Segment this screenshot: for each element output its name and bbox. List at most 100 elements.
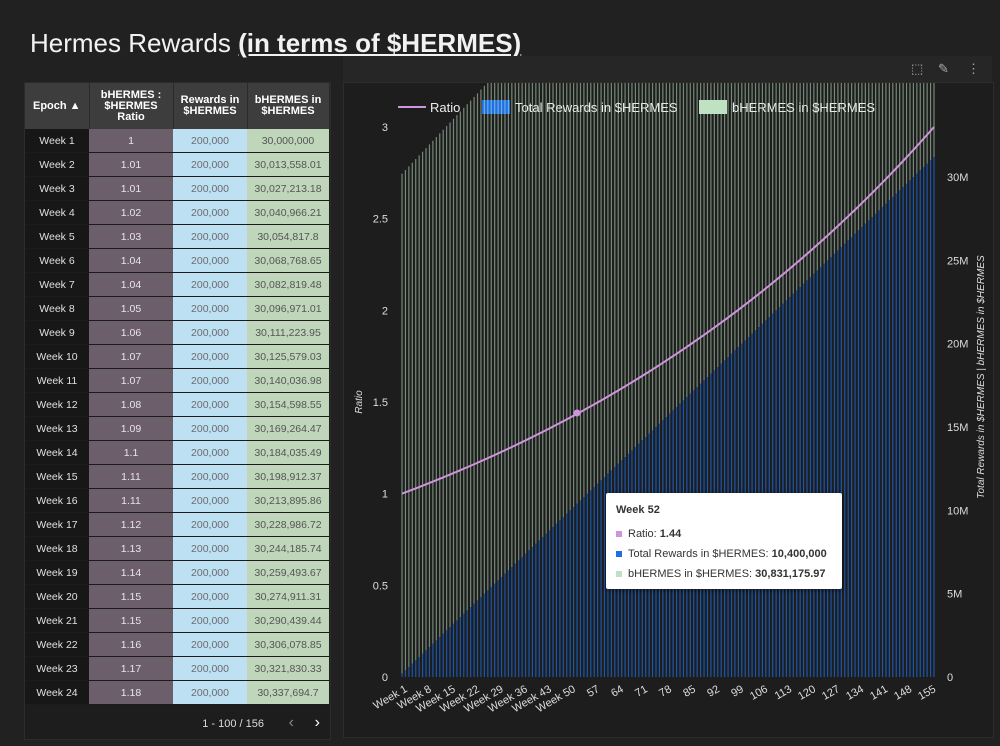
- bar-bhermes: [552, 12, 554, 527]
- next-page-button[interactable]: ›: [314, 714, 320, 731]
- table-cell: 200,000: [173, 224, 247, 249]
- table-cell: 200,000: [173, 584, 247, 609]
- bar-rewards: [524, 553, 527, 677]
- table-row[interactable]: Week 14 1.1 200,000 30,184,035.49: [25, 440, 329, 465]
- table-row[interactable]: Week 12 1.08 200,000 30,154,598.55: [25, 392, 329, 417]
- table-cell: 30,154,598.55: [247, 392, 329, 417]
- table-cell: Week 8: [25, 296, 89, 321]
- bar-rewards: [905, 183, 908, 677]
- chart-toolbar: ⬚ ✎ ⋮: [343, 56, 992, 82]
- bar-rewards: [470, 607, 472, 677]
- chart-panel: Ratio Total Rewards in $HERMES bHERMES in …: [343, 0, 994, 738]
- prev-page-button[interactable]: ‹: [288, 714, 294, 731]
- bar-bhermes: [483, 85, 485, 594]
- table-row[interactable]: Week 2 1.01 200,000 30,013,558.01: [25, 152, 329, 177]
- table-cell: Week 7: [25, 272, 89, 297]
- table-row[interactable]: Week 19 1.14 200,000 30,259,493.67: [25, 560, 329, 585]
- table-cell: 200,000: [173, 440, 247, 465]
- combo-chart[interactable]: Ratio Total Rewards in $HERMES bHERMES in …: [344, 0, 993, 737]
- table-row[interactable]: Week 16 1.11 200,000 30,213,895.86: [25, 488, 329, 513]
- table-row[interactable]: Week 22 1.16 200,000 30,306,078.85: [25, 632, 329, 657]
- x-tick-label: 127: [820, 683, 842, 703]
- bar-bhermes: [686, 0, 688, 397]
- bar-bhermes: [669, 0, 671, 414]
- table-row[interactable]: Week 3 1.01 200,000 30,027,213.18: [25, 176, 329, 201]
- bar-bhermes: [827, 0, 829, 261]
- table-cell: 1.12: [89, 512, 173, 537]
- bar-bhermes: [909, 0, 911, 181]
- table-row[interactable]: Week 20 1.15 200,000 30,274,911.31: [25, 584, 329, 609]
- col-header-epoch[interactable]: Epoch ▲: [25, 83, 90, 129]
- bar-rewards: [494, 583, 496, 677]
- bar-rewards: [847, 240, 849, 678]
- bar-bhermes: [645, 0, 647, 437]
- bar-bhermes: [446, 126, 448, 631]
- bar-bhermes: [919, 0, 921, 171]
- bar-bhermes: [878, 0, 880, 211]
- bar-rewards: [521, 557, 523, 677]
- bar-bhermes: [775, 0, 777, 311]
- table-cell: 200,000: [173, 152, 247, 177]
- col-header-ratio[interactable]: bHERMES : $HERMES Ratio: [89, 83, 174, 129]
- bar-bhermes: [933, 0, 935, 157]
- table-row[interactable]: Week 15 1.11 200,000 30,198,912.37: [25, 464, 329, 489]
- bar-rewards: [415, 660, 417, 677]
- bar-bhermes: [487, 82, 489, 591]
- title-link[interactable]: (in terms of $HERMES): [238, 28, 522, 58]
- bar-bhermes: [833, 0, 836, 254]
- bar-bhermes: [844, 0, 846, 244]
- bar-rewards: [789, 297, 791, 677]
- table-cell: Week 14: [25, 440, 89, 465]
- bar-rewards: [435, 640, 437, 677]
- table-cell: 30,082,819.48: [247, 272, 329, 297]
- table-row[interactable]: Week 1 1 200,000 30,000,000: [25, 129, 329, 153]
- bar-rewards: [778, 307, 781, 677]
- bar-bhermes: [658, 0, 661, 424]
- table-row[interactable]: Week 18 1.13 200,000 30,244,185.74: [25, 536, 329, 561]
- table-cell: 1.13: [89, 536, 173, 561]
- y-right-axis-title: Total Rewards in $HERMES | bHERMES in $H…: [976, 255, 987, 499]
- table-row[interactable]: Week 24 1.18 200,000 30,337,694.7: [25, 680, 329, 705]
- edit-icon[interactable]: ✎: [938, 61, 949, 76]
- table-row[interactable]: Week 6 1.04 200,000 30,068,768.65: [25, 248, 329, 273]
- col-header-rewards[interactable]: Rewards in $HERMES: [173, 83, 248, 129]
- bar-rewards: [586, 493, 588, 677]
- select-area-icon[interactable]: ⬚: [911, 61, 924, 76]
- bar-bhermes: [408, 166, 410, 667]
- title-text: Hermes Rewards: [30, 28, 239, 58]
- bar-bhermes: [404, 170, 407, 671]
- bar-bhermes: [593, 0, 595, 487]
- bar-rewards: [830, 257, 832, 677]
- table-row[interactable]: Week 7 1.04 200,000 30,082,819.48: [25, 272, 329, 297]
- bar-bhermes: [521, 45, 523, 557]
- table-row[interactable]: Week 8 1.05 200,000 30,096,971.01: [25, 296, 329, 321]
- bar-rewards: [514, 563, 516, 677]
- table-cell: 200,000: [173, 296, 247, 321]
- bar-rewards: [518, 560, 520, 677]
- bar-bhermes: [806, 0, 808, 281]
- highlight-point: [573, 409, 581, 417]
- bar-bhermes: [665, 0, 667, 417]
- bar-bhermes: [823, 0, 825, 264]
- table-cell: Week 22: [25, 632, 89, 657]
- more-options-icon[interactable]: ⋮: [967, 61, 980, 76]
- bar-bhermes: [730, 0, 733, 354]
- table-row[interactable]: Week 21 1.15 200,000 30,290,439.44: [25, 608, 329, 633]
- bar-bhermes: [717, 0, 719, 368]
- table-row[interactable]: Week 9 1.06 200,000 30,111,223.95: [25, 320, 329, 345]
- table-row[interactable]: Week 23 1.17 200,000 30,321,830.33: [25, 656, 329, 681]
- bar-bhermes: [696, 0, 698, 388]
- bar-bhermes: [648, 0, 650, 434]
- table-row[interactable]: Week 5 1.03 200,000 30,054,817.8: [25, 224, 329, 249]
- bar-bhermes: [713, 0, 715, 371]
- bar-bhermes: [926, 0, 928, 164]
- bar-bhermes: [689, 0, 691, 394]
- table-row[interactable]: Week 13 1.09 200,000 30,169,264.47: [25, 416, 329, 441]
- table-row[interactable]: Week 11 1.07 200,000 30,140,036.98: [25, 368, 329, 393]
- col-header-bhermes[interactable]: bHERMES in $HERMES: [247, 83, 330, 129]
- bar-rewards: [483, 593, 485, 677]
- table-cell: 30,111,223.95: [247, 320, 329, 345]
- table-row[interactable]: Week 10 1.07 200,000 30,125,579.03: [25, 344, 329, 369]
- table-row[interactable]: Week 4 1.02 200,000 30,040,966.21: [25, 200, 329, 225]
- table-row[interactable]: Week 17 1.12 200,000 30,228,986.72: [25, 512, 329, 537]
